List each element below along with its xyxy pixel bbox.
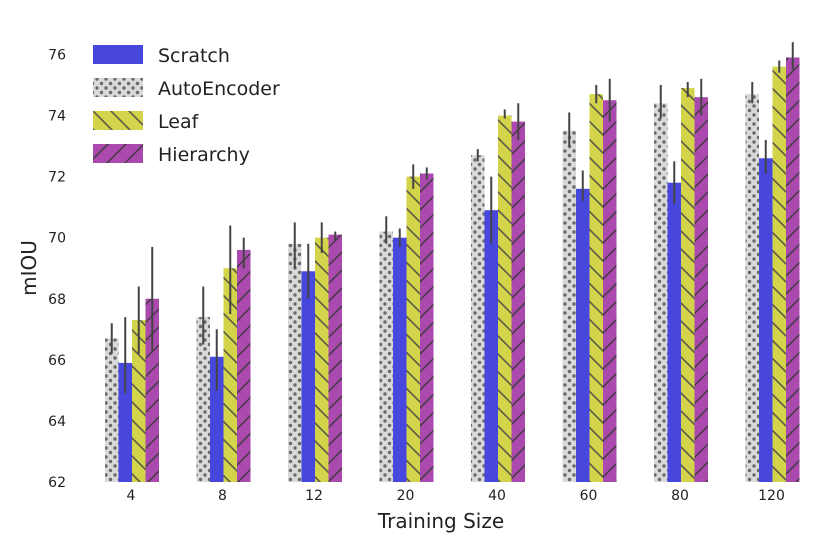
bar-leaf-8 <box>223 268 237 482</box>
bar-scratch-20 <box>393 237 407 482</box>
bar-scratch-80 <box>667 182 681 482</box>
legend-swatch-autoencoder <box>93 78 143 97</box>
y-tick-label: 62 <box>48 475 66 491</box>
bar-scratch-60 <box>576 188 590 483</box>
bar-leaf-120 <box>772 66 786 482</box>
bar-scratch-40 <box>484 210 498 482</box>
legend-swatch-scratch <box>93 45 143 64</box>
y-tick-label: 74 <box>48 109 66 125</box>
y-tick-label: 68 <box>48 292 66 308</box>
bar-leaf-80 <box>681 88 695 482</box>
bar-autoencoder-120 <box>745 94 759 482</box>
x-axis-ticks: 4 8 12 20 40 60 80 120 <box>127 488 785 504</box>
legend-label-leaf: Leaf <box>158 111 200 133</box>
bar-autoencoder-8 <box>196 317 210 482</box>
x-axis-title: Training Size <box>377 509 504 533</box>
x-tick-label: 40 <box>488 488 506 504</box>
x-tick-label: 8 <box>218 488 227 504</box>
x-tick-label: 12 <box>305 488 323 504</box>
x-tick-label: 20 <box>397 488 415 504</box>
bar-autoencoder-60 <box>562 130 576 482</box>
bar-hierarchy-60 <box>603 100 617 483</box>
bar-leaf-40 <box>498 115 512 482</box>
y-tick-label: 66 <box>48 353 66 369</box>
bar-leaf-60 <box>589 94 603 482</box>
bar-hierarchy-80 <box>694 97 708 483</box>
bar-hierarchy-40 <box>511 121 525 483</box>
y-tick-label: 76 <box>48 47 66 63</box>
bar-leaf-4 <box>132 320 146 482</box>
legend: Scratch AutoEncoder Leaf Hierarchy <box>93 45 280 166</box>
bars-group <box>105 57 800 483</box>
error-bars-group <box>110 42 794 394</box>
y-axis-ticks: 62 64 66 68 70 72 74 76 <box>48 47 66 491</box>
legend-label-hierarchy: Hierarchy <box>158 144 250 166</box>
x-tick-label: 80 <box>671 488 689 504</box>
legend-swatch-leaf <box>93 111 143 130</box>
bar-scratch-8 <box>210 356 224 482</box>
bar-leaf-20 <box>406 176 420 482</box>
y-tick-label: 64 <box>48 414 66 430</box>
bar-scratch-4 <box>118 362 132 482</box>
bar-autoencoder-12 <box>288 243 302 482</box>
legend-swatch-hierarchy <box>93 144 143 163</box>
y-tick-label: 70 <box>48 231 66 247</box>
bar-hierarchy-120 <box>786 57 800 483</box>
bar-hierarchy-20 <box>420 173 434 483</box>
legend-label-autoencoder: AutoEncoder <box>158 78 280 100</box>
bar-leaf-12 <box>315 237 329 482</box>
bar-scratch-12 <box>301 271 315 482</box>
bar-autoencoder-20 <box>379 231 393 482</box>
x-tick-label: 60 <box>580 488 598 504</box>
x-tick-label: 120 <box>758 488 785 504</box>
bar-hierarchy-4 <box>145 298 159 482</box>
bar-autoencoder-80 <box>654 103 668 482</box>
x-tick-label: 4 <box>127 488 136 504</box>
bar-autoencoder-40 <box>471 155 485 482</box>
bar-hierarchy-12 <box>328 234 342 482</box>
y-axis-title: mIOU <box>17 240 41 296</box>
bar-autoencoder-4 <box>105 338 119 482</box>
bar-hierarchy-8 <box>237 249 251 482</box>
legend-label-scratch: Scratch <box>158 45 230 67</box>
bar-scratch-120 <box>759 158 773 482</box>
y-tick-label: 72 <box>48 170 66 186</box>
